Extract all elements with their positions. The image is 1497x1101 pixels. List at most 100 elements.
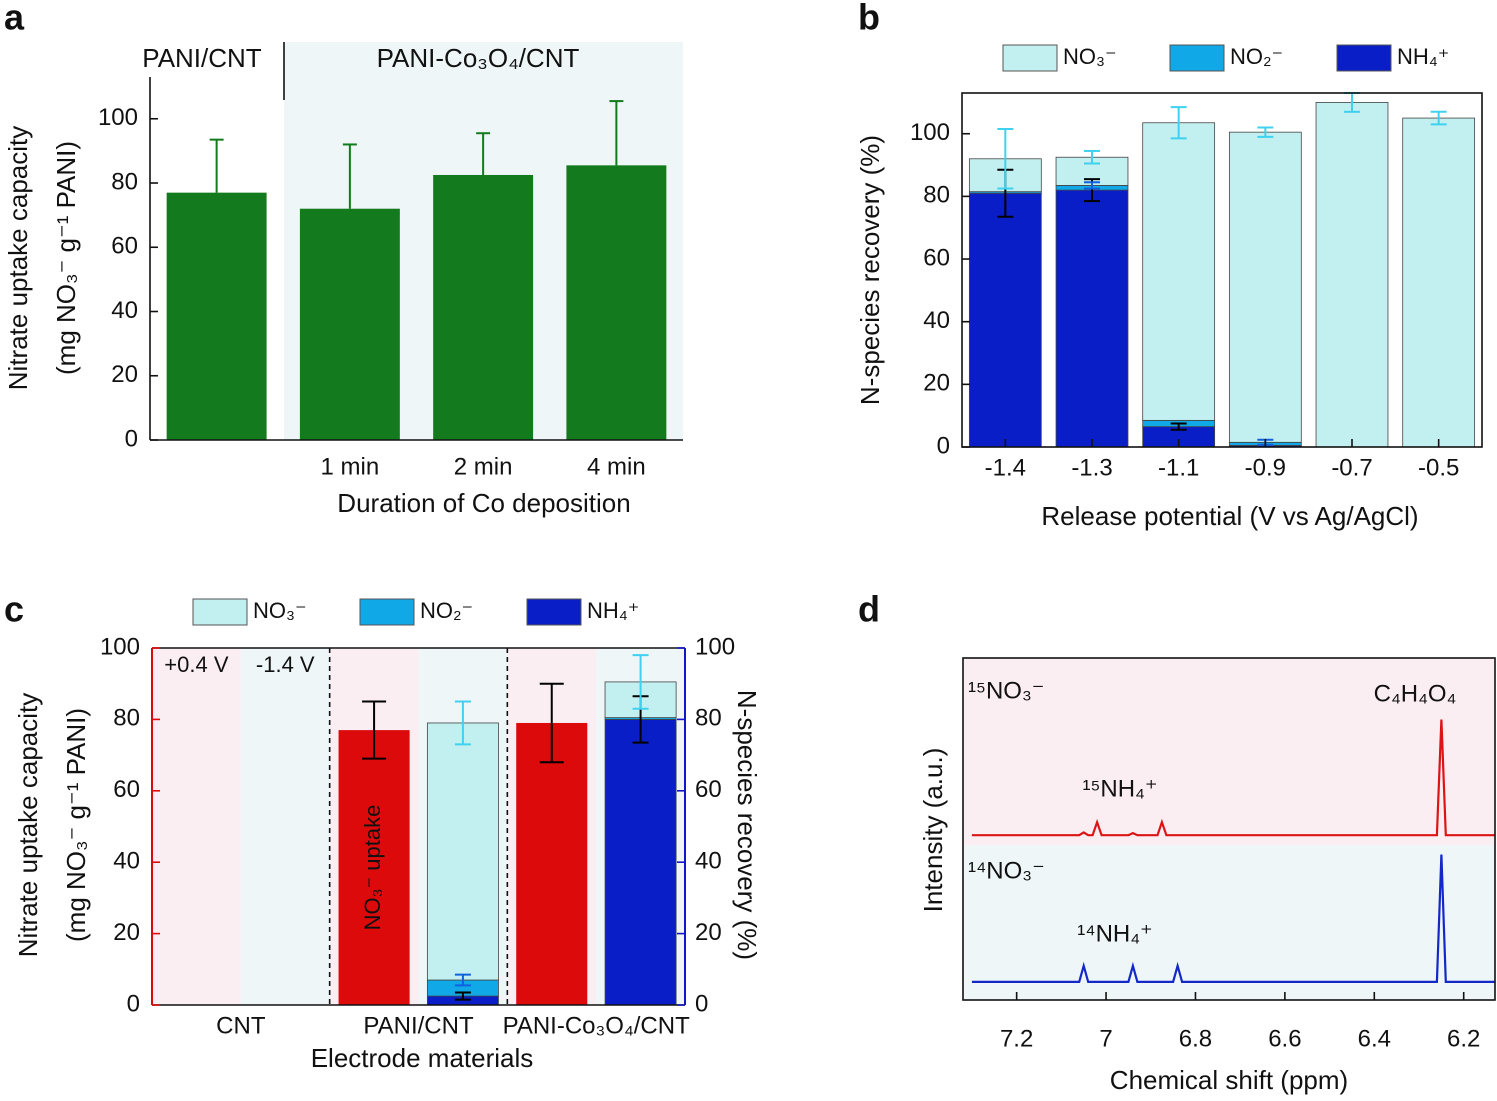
bar [566,165,667,441]
y-tick-label: 60 [695,776,722,803]
x-tick-label: 7 [1099,1025,1112,1052]
error-bar [632,654,649,710]
annotation: ¹⁵NH₄⁺ [1082,775,1157,802]
y-tick-label: 100 [695,633,735,660]
legend-label: NO₃⁻ [1063,44,1117,69]
bar-segment [1315,101,1389,448]
x-tick-label: -1.1 [1158,454,1199,481]
y-axis-label: (mg NO₃⁻ g⁻¹ PANI) [61,708,91,942]
bar [299,208,400,440]
y-tick-label: 20 [695,919,722,946]
y-tick-label: 60 [113,776,140,803]
y-tick-label: 0 [695,990,708,1017]
sublabel: -1.4 V [256,652,315,677]
region-shade [963,845,1495,1000]
y-tick-label: 60 [111,233,138,260]
x-tick-label: -1.4 [985,454,1026,481]
plot-frame [961,92,1483,448]
x-tick-label: 1 min [321,453,380,480]
x-tick-label: -1.3 [1071,454,1112,481]
panel-letter: a [4,0,25,38]
panel-letter: c [4,589,24,630]
bar-segment [1055,189,1129,448]
panel-letter: d [858,589,880,630]
y-tick-label: 0 [127,990,140,1017]
bar [166,192,267,440]
bar-segment [1228,131,1302,443]
y-tick-label: 100 [98,104,138,131]
x-axis-label: Chemical shift (ppm) [1110,1065,1348,1095]
x-axis-label: Release potential (V vs Ag/AgCl) [1041,501,1418,531]
legend-label: NH₄⁺ [587,598,639,623]
y-tick-label: 80 [923,182,950,209]
legend-swatch [359,598,415,626]
panel-letter: b [858,0,880,38]
error-bar [997,128,1014,190]
y-tick-label: 40 [111,297,138,324]
x-tick-label: PANI/CNT [363,1012,474,1039]
error-bar [362,700,387,760]
legend-swatch [1169,44,1225,72]
legend-label: NO₂⁻ [420,598,473,623]
error-bar [1430,110,1447,126]
error-bar [209,138,224,193]
error-bar [1170,106,1187,140]
series-label: ¹⁴NO₃⁻ [968,857,1045,884]
x-tick-label: 7.2 [1000,1025,1033,1052]
bar-segment [1142,122,1216,421]
y-tick-label: 100 [100,633,140,660]
annotation: C₄H₄O₄ [1374,680,1457,707]
error-bar [454,973,471,987]
error-bar [609,100,624,166]
x-tick-label: 6.8 [1179,1025,1212,1052]
x-tick-label: 2 min [454,453,513,480]
x-tick-label: 6.4 [1358,1025,1391,1052]
spectrum-line [971,719,1495,837]
legend-swatch [1002,44,1058,72]
y-tick-label: 20 [111,361,138,388]
bar [338,730,410,1005]
y-tick-label: 0 [125,425,138,452]
error-bar [476,132,491,175]
x-tick-label: 4 min [587,453,646,480]
sublabel: +0.4 V [164,652,229,677]
legend-swatch [192,598,248,626]
spectrum-line [971,854,1495,983]
legend-swatch [1336,44,1392,72]
bar-segment [968,192,1042,448]
legend-label: NO₂⁻ [1230,44,1283,69]
group-label: PANI-Co₃O₄/CNT [377,43,580,73]
plot-frame [962,657,1496,1001]
x-tick-label: CNT [216,1012,266,1039]
error-bar [539,682,564,764]
legend-label: NH₄⁺ [1397,44,1449,69]
bar [516,722,588,1005]
bar-segment [604,719,677,1006]
y-tick-label: 80 [695,705,722,732]
y-tick-label: 40 [113,848,140,875]
y-axis-label: Intensity (a.u.) [918,748,948,913]
y-axis-label: N-species recovery (%) [855,135,885,405]
region-shade [240,648,330,1005]
y-tick-label: 80 [113,705,140,732]
bar [433,174,534,440]
y-axis-label: Nitrate uptake capacity [13,693,43,957]
x-tick-label: -0.5 [1418,454,1459,481]
y-tick-label: 20 [923,370,950,397]
group-label: PANI/CNT [142,43,262,73]
y-tick-label: 40 [923,307,950,334]
annotation: ¹⁴NH₄⁺ [1077,920,1152,947]
x-tick-label: -0.9 [1245,454,1286,481]
y-axis-label: N-species recovery (%) [732,690,762,960]
x-tick-label: 6.2 [1447,1025,1480,1052]
error-bar [454,991,471,1001]
error-bar [454,700,471,746]
bar-label: NO₃⁻ uptake [360,805,385,931]
y-tick-label: 40 [695,848,722,875]
x-tick-label: -0.7 [1331,454,1372,481]
bar-segment [426,722,499,981]
error-bar [1084,149,1100,165]
region-shade [152,648,241,1005]
x-axis-label: Duration of Co deposition [337,488,630,518]
